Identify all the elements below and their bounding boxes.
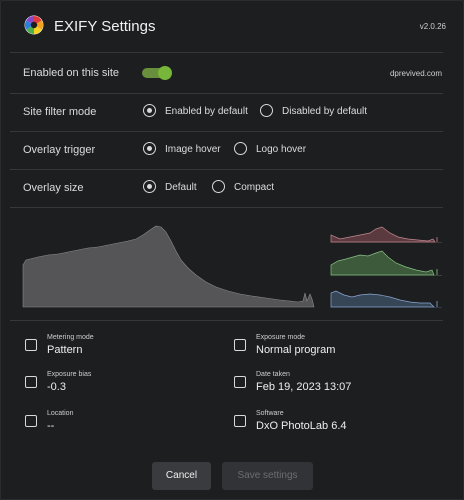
metering-mode-option[interactable]: Metering mode Pattern [25, 334, 225, 370]
divider [10, 207, 443, 208]
header: EXIFY Settings v2.0.26 [0, 0, 464, 52]
toggle-knob [158, 66, 172, 80]
divider [10, 169, 443, 170]
histogram-panel [22, 225, 442, 308]
software-value: DxO PhotoLab 6.4 [256, 420, 347, 432]
software-checkbox[interactable] [234, 415, 246, 427]
date-taken-checkbox[interactable] [234, 376, 246, 388]
location-option[interactable]: Location -- [25, 410, 225, 446]
overlay-size-label: Overlay size [23, 182, 84, 194]
exposure-bias-option[interactable]: Exposure bias -0.3 [25, 371, 225, 407]
site-filter-label: Site filter mode [23, 106, 97, 118]
site-filter-row: Site filter mode Enabled by default Disa… [0, 94, 464, 132]
location-value: -- [47, 420, 55, 432]
radio-label-image-hover[interactable]: Image hover [165, 144, 221, 155]
radio-size-default[interactable] [143, 180, 156, 193]
date-taken-label: Date taken [256, 371, 290, 378]
green-channel-histogram [330, 250, 442, 276]
overlay-size-row: Overlay size Default Compact [0, 170, 464, 208]
save-settings-button[interactable]: Save settings [222, 462, 313, 490]
exposure-mode-value: Normal program [256, 344, 336, 356]
radio-enabled-by-default[interactable] [143, 104, 156, 117]
exposure-mode-option[interactable]: Exposure mode Normal program [234, 334, 434, 370]
exposure-mode-checkbox[interactable] [234, 339, 246, 351]
software-option[interactable]: Software DxO PhotoLab 6.4 [234, 410, 434, 446]
metering-mode-checkbox[interactable] [25, 339, 37, 351]
metering-mode-label: Metering mode [47, 334, 94, 341]
radio-label-enabled-by-default[interactable]: Enabled by default [165, 106, 248, 117]
location-label: Location [47, 410, 74, 417]
radio-logo-hover[interactable] [234, 142, 247, 155]
date-taken-value: Feb 19, 2023 13:07 [256, 381, 352, 393]
app-title: EXIFY Settings [54, 18, 156, 35]
radio-label-disabled-by-default[interactable]: Disabled by default [282, 106, 368, 117]
radio-label-size-compact[interactable]: Compact [234, 182, 275, 193]
enabled-row: Enabled on this site dprevived.com [0, 55, 464, 93]
metering-mode-value: Pattern [47, 344, 83, 356]
cancel-button[interactable]: Cancel [152, 462, 211, 490]
exposure-bias-checkbox[interactable] [25, 376, 37, 388]
enabled-label: Enabled on this site [23, 67, 120, 79]
version-label: v2.0.26 [419, 22, 446, 31]
exposure-mode-label: Exposure mode [256, 334, 306, 341]
enabled-toggle[interactable] [142, 66, 172, 80]
radio-size-compact[interactable] [212, 180, 225, 193]
aperture-logo-icon [24, 15, 44, 35]
divider [10, 52, 443, 53]
overlay-trigger-row: Overlay trigger Image hover Logo hover [0, 132, 464, 170]
radio-disabled-by-default[interactable] [260, 104, 273, 117]
luminance-histogram [22, 225, 315, 308]
radio-label-size-default[interactable]: Default [165, 182, 197, 193]
divider [10, 131, 443, 132]
toggle-track [142, 68, 170, 78]
divider [10, 93, 443, 94]
site-domain: dprevived.com [389, 69, 442, 78]
location-checkbox[interactable] [25, 415, 37, 427]
overlay-trigger-label: Overlay trigger [23, 144, 96, 156]
radio-image-hover[interactable] [143, 142, 156, 155]
divider [10, 320, 443, 321]
blue-channel-histogram [330, 290, 442, 308]
exposure-bias-value: -0.3 [47, 381, 66, 393]
date-taken-option[interactable]: Date taken Feb 19, 2023 13:07 [234, 371, 434, 407]
red-channel-histogram [330, 226, 442, 243]
software-label: Software [256, 410, 284, 417]
exposure-bias-label: Exposure bias [47, 371, 92, 378]
radio-label-logo-hover[interactable]: Logo hover [256, 144, 307, 155]
